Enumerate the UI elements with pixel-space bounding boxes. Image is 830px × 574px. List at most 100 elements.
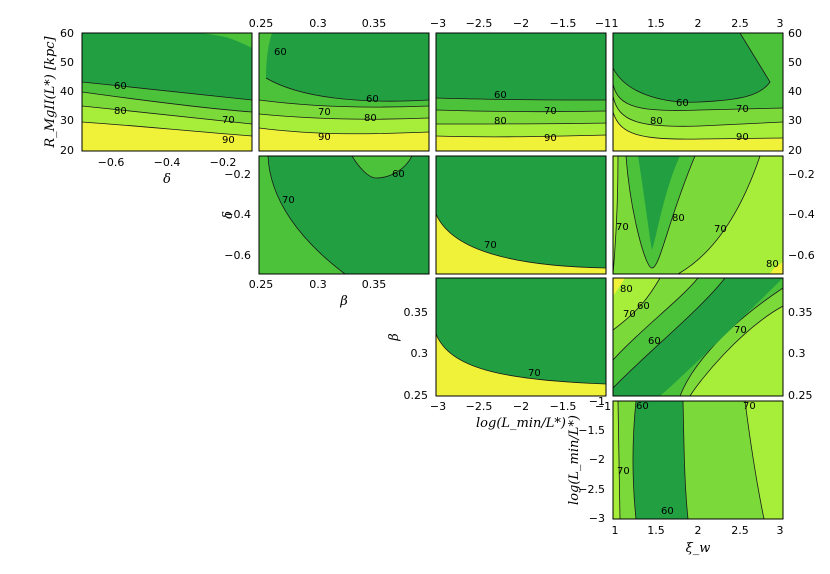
tick-label: 0.3 xyxy=(309,278,327,291)
x-ticks: −0.6 −0.4 −0.2 xyxy=(98,156,237,169)
panel-R-vs-xiw: 60 70 80 90 1 1.5 2 2.5 3 20 30 40 50 60 xyxy=(612,17,803,157)
contour-label: 70 xyxy=(714,224,727,235)
tick-label: 2.5 xyxy=(731,524,749,537)
x-ticks-top: 0.25 0.3 0.35 xyxy=(249,17,387,30)
tick-label: 1.5 xyxy=(647,17,665,30)
tick-label: 50 xyxy=(60,56,74,69)
panel-beta-vs-xiw: 80 70 60 60 70 0.25 0.3 0.35 xyxy=(612,277,813,402)
tick-label: 0.3 xyxy=(788,347,806,360)
contour-label: 60 xyxy=(392,169,405,180)
tick-label: −2.5 xyxy=(466,17,493,30)
tick-label: −1 xyxy=(589,395,605,408)
tick-label: 60 xyxy=(60,27,74,40)
tick-label: 2.5 xyxy=(731,17,749,30)
tick-label: 40 xyxy=(788,85,802,98)
contour-label: 70 xyxy=(616,222,629,233)
contour-label: 90 xyxy=(544,133,557,144)
tick-label: 30 xyxy=(60,114,74,127)
tick-label: 2 xyxy=(695,524,702,537)
tick-label: 0.35 xyxy=(404,306,429,319)
x-ticks: 0.25 0.3 0.35 xyxy=(249,278,387,291)
contour-label: 60 xyxy=(676,98,689,109)
contour-label: 80 xyxy=(114,106,127,117)
tick-label: 20 xyxy=(60,144,74,157)
contour-label: 60 xyxy=(366,94,379,105)
contour-label: 70 xyxy=(734,325,747,336)
tick-label: −2 xyxy=(589,453,605,466)
tick-label: 0.25 xyxy=(788,389,813,402)
tick-label: −1 xyxy=(595,400,611,413)
tick-label: 0.3 xyxy=(411,347,429,360)
tick-label: 1.5 xyxy=(647,524,665,537)
contour-label: 80 xyxy=(650,116,663,127)
tick-label: −2.5 xyxy=(466,400,493,413)
contour-label: 90 xyxy=(736,132,749,143)
y-axis-label: δ xyxy=(221,211,236,219)
tick-label: 0.35 xyxy=(362,17,387,30)
x-axis-label: β xyxy=(339,294,348,309)
y-ticks-right: 20 30 40 50 60 xyxy=(788,27,802,157)
x-axis-label: ξ_w xyxy=(686,541,711,556)
tick-label: −3 xyxy=(430,400,446,413)
contour-label: 60 xyxy=(274,47,287,58)
y-axis-label: R_MgII(L*) [kpc] xyxy=(43,35,58,148)
y-ticks-right: 0.25 0.3 0.35 xyxy=(788,306,813,402)
contour-label: 70 xyxy=(282,195,295,206)
tick-label: 40 xyxy=(60,85,74,98)
tick-label: −0.6 xyxy=(224,249,251,262)
tick-label: 0.25 xyxy=(249,278,274,291)
tick-label: −0.2 xyxy=(224,168,251,181)
contour-label: 80 xyxy=(766,259,779,270)
contour-label: 70 xyxy=(736,104,749,115)
contour-label: 70 xyxy=(617,466,630,477)
contour-label: 60 xyxy=(636,401,649,412)
tick-label: −2 xyxy=(513,17,529,30)
tick-label: −0.4 xyxy=(224,208,251,221)
y-axis-label: log(L_min/L*) xyxy=(567,415,582,505)
tick-label: 30 xyxy=(788,114,802,127)
tick-label: −1.5 xyxy=(578,424,605,437)
y-axis-label: β xyxy=(387,333,402,342)
panel-beta-vs-logLmin: 70 0.25 0.3 0.35 −3 −2.5 −2 −1.5 −1 log(… xyxy=(387,277,611,431)
tick-label: −0.4 xyxy=(788,208,815,221)
panel-delta-vs-logLmin: 70 xyxy=(435,155,607,275)
contour-label: 60 xyxy=(661,506,674,517)
tick-label: −3 xyxy=(430,17,446,30)
x-axis-label: δ xyxy=(163,172,171,187)
tick-label: 0.25 xyxy=(404,389,429,402)
region-lt60 xyxy=(82,33,252,100)
x-ticks-top: 1 1.5 2 2.5 3 xyxy=(612,17,784,30)
tick-label: −1.5 xyxy=(550,17,577,30)
tick-label: 0.35 xyxy=(788,306,813,319)
y-ticks: 20 30 40 50 60 xyxy=(60,27,74,157)
tick-label: 3 xyxy=(777,17,784,30)
contour-label: 70 xyxy=(222,115,235,126)
contour-label: 70 xyxy=(623,309,636,320)
tick-label: −0.6 xyxy=(98,156,125,169)
y-ticks: −3 −2.5 −2 −1.5 −1 xyxy=(578,395,605,525)
contour-label: 90 xyxy=(318,132,331,143)
x-ticks: −3 −2.5 −2 −1.5 −1 xyxy=(430,400,611,413)
panel-R-vs-beta: 60 60 70 80 90 0.25 0.3 0.35 xyxy=(249,17,430,152)
tick-label: −2.5 xyxy=(578,483,605,496)
tick-label: −0.2 xyxy=(788,168,815,181)
panel-R-vs-delta: 60 80 70 90 20 30 40 50 60 −0.6 −0.4 −0.… xyxy=(43,27,253,187)
contour-label: 80 xyxy=(620,284,633,295)
tick-label: −1 xyxy=(595,17,611,30)
x-axis-label: log(L_min/L*) xyxy=(476,416,566,431)
tick-label: −0.6 xyxy=(788,249,815,262)
tick-label: 1 xyxy=(612,524,619,537)
tick-label: −2 xyxy=(513,400,529,413)
tick-label: 20 xyxy=(788,144,802,157)
y-ticks: 0.25 0.3 0.35 xyxy=(404,306,429,402)
contour-label: 60 xyxy=(114,81,127,92)
tick-label: −0.4 xyxy=(154,156,181,169)
contour-label: 70 xyxy=(318,107,331,118)
tick-label: 2 xyxy=(695,17,702,30)
tick-label: 0.35 xyxy=(362,278,387,291)
y-ticks-right: −0.6 −0.4 −0.2 xyxy=(788,168,815,262)
tick-label: 1 xyxy=(612,17,619,30)
tick-label: −0.2 xyxy=(210,156,237,169)
panel-delta-vs-beta: 60 70 −0.6 −0.4 −0.2 0.25 0.3 0.35 β δ xyxy=(221,155,430,309)
